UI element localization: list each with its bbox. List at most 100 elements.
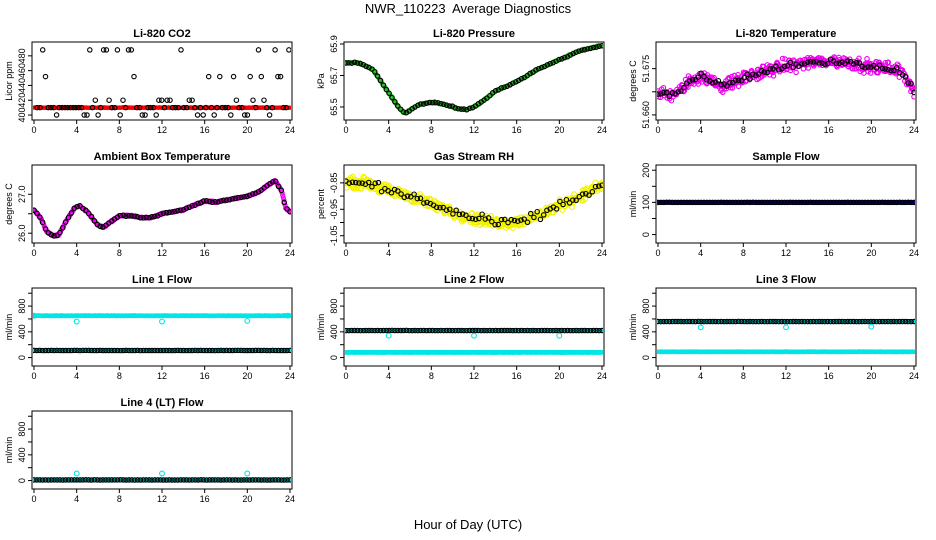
data-point	[269, 347, 276, 354]
data-point	[258, 347, 264, 354]
y-tick-label: 51.675	[641, 55, 651, 83]
data-point	[149, 214, 155, 220]
data-point	[183, 347, 190, 354]
data-point	[181, 104, 187, 111]
data-point	[476, 215, 482, 222]
x-tick-label: 0	[343, 125, 348, 135]
data-point	[850, 199, 857, 206]
data-point	[346, 60, 352, 66]
data-point	[533, 67, 539, 73]
data-point	[510, 80, 516, 86]
data-point	[558, 56, 565, 62]
data-point	[433, 204, 440, 211]
data-point	[131, 213, 138, 219]
data-point	[232, 195, 239, 202]
data-point	[223, 197, 230, 203]
data-point	[264, 104, 270, 111]
x-tick-label: 16	[512, 371, 522, 381]
data-point	[724, 83, 730, 89]
data-point	[249, 191, 256, 197]
data-point	[120, 347, 126, 354]
y-axis-label: degrees C	[628, 60, 638, 102]
data-point	[180, 206, 187, 213]
data-point	[247, 73, 253, 80]
x-tick-label: 24	[597, 371, 607, 381]
data-point	[103, 47, 110, 53]
data-point	[427, 196, 434, 203]
data-point	[592, 183, 599, 190]
data-point	[158, 97, 165, 103]
data-point	[177, 207, 184, 213]
data-point	[244, 317, 251, 324]
data-point	[856, 199, 863, 206]
data-point	[163, 347, 170, 354]
data-point	[374, 73, 381, 79]
panel-title: Sample Flow	[752, 151, 820, 163]
y-tick-label: -1.05	[329, 225, 339, 246]
data-point	[865, 199, 871, 206]
data-point	[790, 64, 796, 71]
data-point	[120, 97, 126, 103]
data-point	[735, 77, 742, 83]
data-point	[67, 104, 74, 111]
data-point	[804, 61, 810, 68]
data-point	[167, 97, 173, 103]
data-point	[175, 104, 182, 111]
data-point	[707, 199, 713, 206]
data-point	[200, 347, 207, 354]
x-tick-label: 12	[157, 248, 167, 258]
data-point	[440, 204, 446, 211]
data-point	[356, 185, 363, 191]
data-point	[758, 199, 765, 206]
data-point	[859, 199, 865, 206]
data-point	[658, 91, 664, 97]
data-point	[172, 104, 179, 111]
data-point	[65, 347, 72, 354]
data-point	[372, 180, 378, 187]
data-point	[902, 74, 909, 80]
data-point	[586, 192, 592, 198]
data-point	[56, 104, 63, 111]
data-point	[485, 215, 492, 221]
data-point	[73, 104, 79, 111]
data-point	[686, 78, 693, 84]
data-point	[111, 104, 118, 111]
data-point	[695, 199, 702, 206]
data-point	[408, 194, 414, 200]
data-point	[479, 211, 485, 217]
data-point	[146, 214, 152, 221]
data-point	[732, 77, 739, 83]
data-point	[68, 210, 75, 216]
data-point	[709, 199, 716, 206]
data-point	[183, 205, 190, 212]
data-point	[369, 184, 375, 190]
data-point	[715, 199, 722, 206]
data-point	[209, 347, 216, 354]
data-point	[776, 66, 782, 73]
data-point	[744, 199, 750, 206]
series-line	[33, 313, 291, 319]
data-point	[287, 347, 291, 354]
data-point	[397, 106, 404, 112]
data-point	[876, 62, 883, 69]
data-point	[698, 199, 704, 206]
data-point	[524, 219, 531, 226]
data-point	[755, 199, 762, 206]
data-point	[839, 199, 845, 206]
data-point	[91, 218, 98, 224]
data-point	[100, 47, 107, 53]
x-tick-label: 8	[741, 125, 746, 135]
data-point	[39, 47, 46, 53]
data-point	[675, 89, 681, 95]
data-point	[354, 60, 361, 66]
y-tick-label: 400	[329, 324, 339, 339]
data-point	[244, 347, 250, 354]
data-point	[672, 199, 679, 206]
data-point	[211, 112, 217, 118]
data-point	[74, 347, 80, 354]
plot-points	[33, 312, 291, 354]
data-point	[563, 196, 570, 203]
data-point	[729, 85, 736, 91]
panel-gas-stream-rh: Gas Stream RH0 4 8 12 16 20 24-1.05-0.95-0.85p…	[316, 151, 607, 258]
data-point	[784, 62, 791, 69]
